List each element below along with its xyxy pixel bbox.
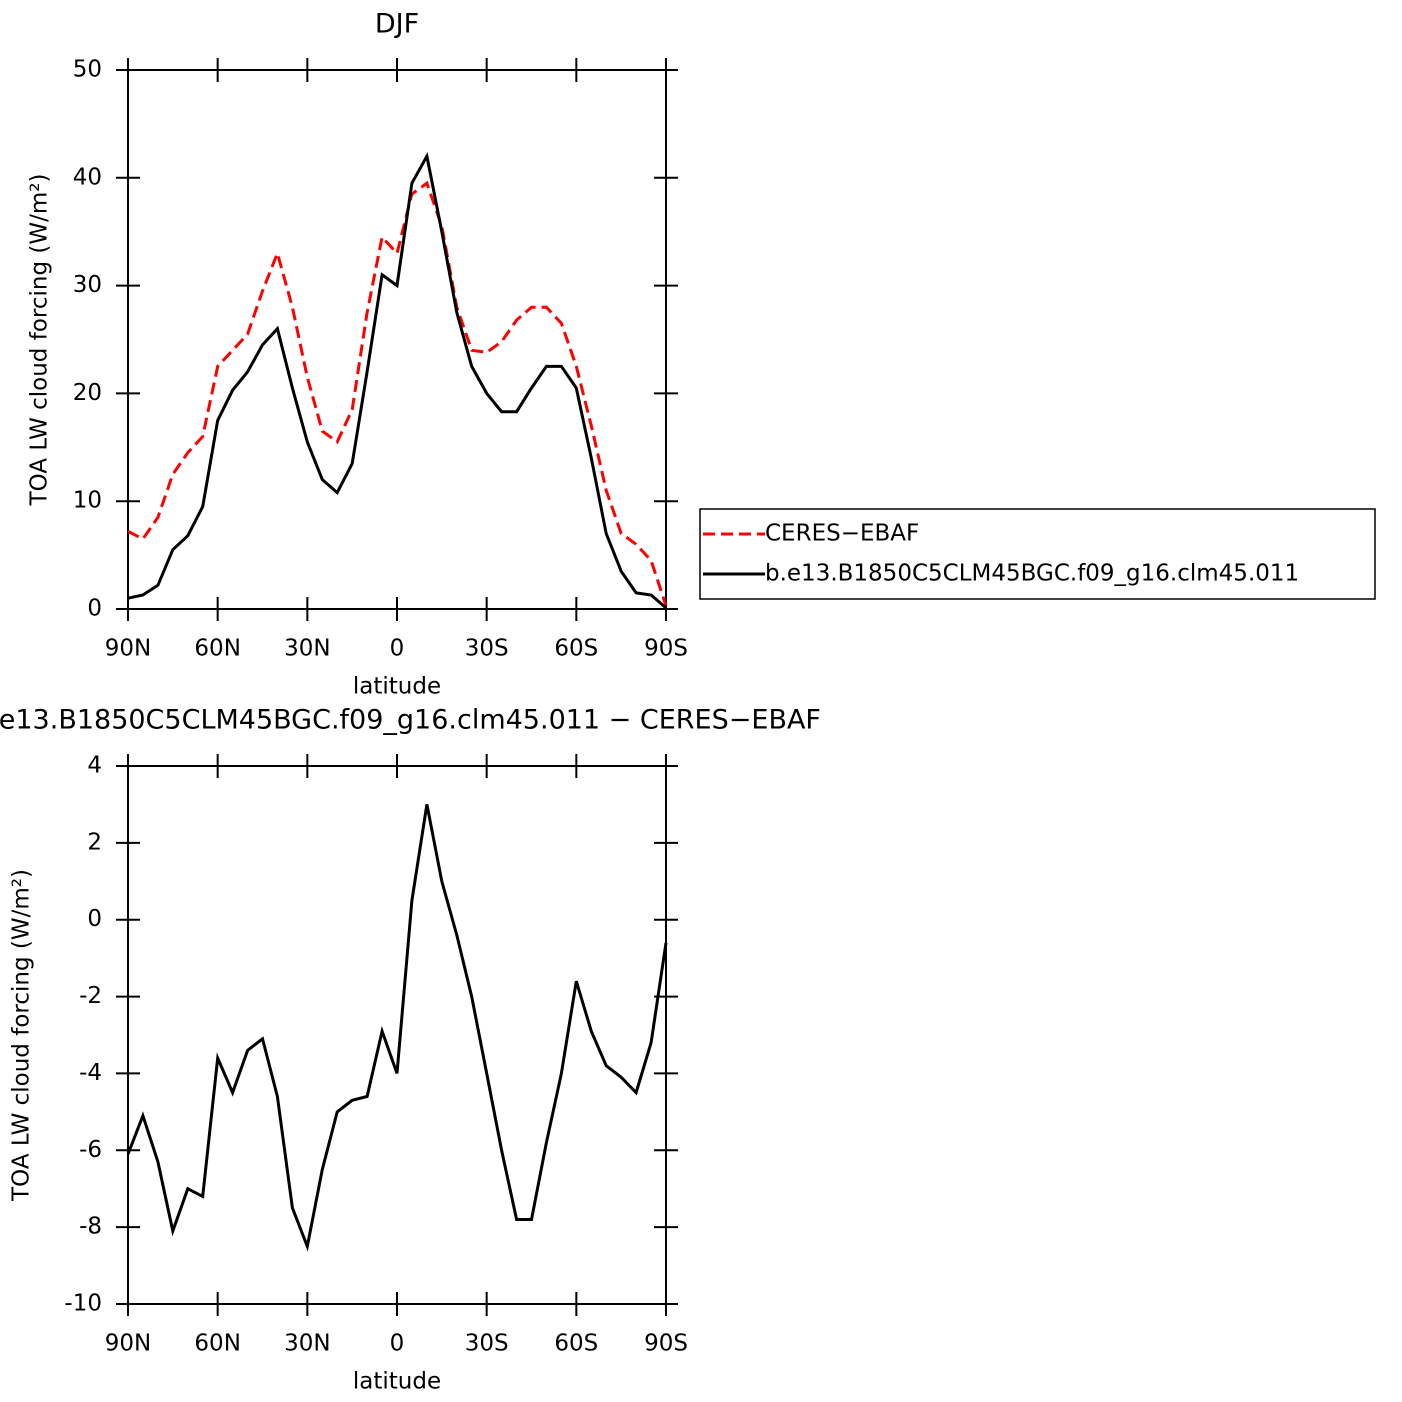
y-tick-label: 4 — [87, 753, 102, 779]
y-tick-label: 0 — [87, 906, 102, 932]
x-tick-label: 90S — [644, 1331, 688, 1357]
x-tick-label: 30N — [284, 636, 330, 662]
y-tick-label: -4 — [79, 1060, 102, 1086]
x-tick-label: 0 — [390, 1331, 405, 1357]
y-axis-label: TOA LW cloud forcing (W/m²) — [27, 174, 53, 507]
plot-frame — [127, 765, 667, 1305]
y-tick-label: 20 — [73, 380, 102, 406]
x-tick-label: 60N — [194, 1331, 240, 1357]
x-tick-label: 90N — [105, 1331, 151, 1357]
y-tick-label: 50 — [73, 57, 102, 83]
chart-title: b.e13.B1850C5CLM45BGC.f09_g16.clm45.011 … — [0, 705, 821, 736]
y-tick-label: 40 — [73, 164, 102, 190]
y-tick-label: -2 — [79, 983, 102, 1009]
legend-label: b.e13.B1850C5CLM45BGC.f09_g16.clm45.011 — [765, 561, 1299, 587]
data-line — [126, 804, 668, 1252]
y-tick-label: -10 — [64, 1291, 102, 1317]
data-line — [127, 151, 667, 610]
x-tick-label: 30N — [284, 1331, 330, 1357]
x-axis-label: latitude — [353, 674, 441, 700]
plot-frame — [127, 69, 667, 610]
legend-label: CERES−EBAF — [765, 521, 919, 547]
x-tick-label: 90S — [644, 636, 688, 662]
chart-title: DJF — [375, 9, 419, 40]
x-axis-label: latitude — [353, 1369, 441, 1395]
y-axis-label: TOA LW cloud forcing (W/m²) — [9, 869, 35, 1202]
x-tick-label: 60S — [554, 1331, 598, 1357]
y-tick-label: 0 — [87, 596, 102, 622]
legend-box — [699, 508, 1376, 600]
x-tick-label: 60S — [554, 636, 598, 662]
y-tick-label: 10 — [73, 488, 102, 514]
x-tick-label: 90N — [105, 636, 151, 662]
x-tick-label: 60N — [194, 636, 240, 662]
x-tick-label: 30S — [465, 636, 509, 662]
x-tick-label: 30S — [465, 1331, 509, 1357]
y-tick-label: -8 — [79, 1214, 102, 1240]
y-tick-label: 2 — [87, 829, 102, 855]
y-tick-label: 30 — [73, 272, 102, 298]
x-tick-label: 0 — [390, 636, 405, 662]
data-line — [127, 180, 668, 607]
y-tick-label: -6 — [79, 1137, 102, 1163]
